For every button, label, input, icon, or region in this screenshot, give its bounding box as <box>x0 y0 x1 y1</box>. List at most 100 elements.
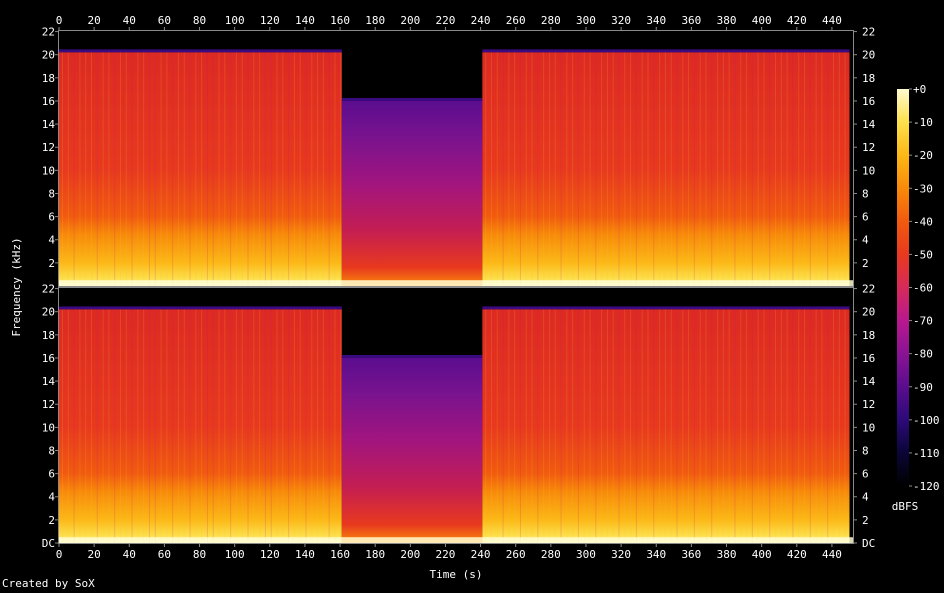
x-axis-label: Time (s) <box>430 568 483 581</box>
y-tick-label-left-ch1-5: 10 <box>42 164 55 177</box>
y-tick-label-left-ch2-1: 2 <box>48 514 55 527</box>
x-tick-label-top-5: 100 <box>225 14 245 27</box>
y-tick-label-left-ch2-6: 12 <box>42 398 55 411</box>
x-tick-label-top-20: 400 <box>752 14 772 27</box>
y-tick-label-right-ch1-8: 16 <box>862 95 875 108</box>
y-tick-label-right-ch2-5: 10 <box>862 421 875 434</box>
colorbar-gradient <box>897 89 909 486</box>
x-tick-label-bottom-14: 280 <box>541 548 561 561</box>
colorbar-tick-label-4: -40 <box>913 215 933 228</box>
colorbar-tick-label-12: -120 <box>913 480 940 493</box>
channel-1-dc-band <box>59 280 853 286</box>
colorbar-label: dBFS <box>892 500 919 513</box>
x-tick-label-bottom-5: 100 <box>225 548 245 561</box>
axes: 0 0 20 20 40 40 60 60 80 80 100 100 120 120 140 140 160 1… <box>10 14 876 581</box>
channel-2-segment-2-fringe <box>341 354 483 358</box>
x-tick-label-bottom-7: 140 <box>295 548 315 561</box>
channel-1-segment-1-fringe <box>59 49 342 53</box>
y-tick-label-right-ch2-9: 18 <box>862 329 875 342</box>
x-tick-label-top-16: 320 <box>611 14 631 27</box>
channel-1-segment-1 <box>59 52 342 286</box>
x-tick-label-top-8: 160 <box>330 14 350 27</box>
y-tick-label-left-ch2-0: DC <box>42 537 55 550</box>
y-tick-label-right-ch2-10: 20 <box>862 306 875 319</box>
y-tick-label-right-ch2-4: 8 <box>862 444 869 457</box>
y-tick-label-left-ch2-4: 8 <box>48 444 55 457</box>
x-tick-label-bottom-18: 360 <box>681 548 701 561</box>
y-tick-label-left-ch2-11: 22 <box>42 283 55 296</box>
y-tick-label-left-ch1-7: 14 <box>42 118 56 131</box>
colorbar-tick-label-8: -80 <box>913 348 933 361</box>
y-tick-label-right-ch1-3: 6 <box>862 211 869 224</box>
x-tick-label-bottom-20: 400 <box>752 548 772 561</box>
colorbar-tick-label-6: -60 <box>913 282 933 295</box>
x-tick-label-top-4: 80 <box>193 14 206 27</box>
y-tick-label-left-ch1-3: 6 <box>48 211 55 224</box>
colorbar-tick-label-10: -100 <box>913 414 940 427</box>
y-tick-label-right-ch2-1: 2 <box>862 514 869 527</box>
y-tick-label-left-ch1-6: 12 <box>42 141 55 154</box>
y-tick-label-left-ch1-1: 2 <box>48 257 55 270</box>
y-tick-label-left-ch1-8: 16 <box>42 95 55 108</box>
x-tick-label-top-15: 300 <box>576 14 596 27</box>
channel-2-frame <box>58 287 854 544</box>
channel-2-segment-3 <box>482 309 850 543</box>
y-tick-label-left-ch2-9: 18 <box>42 329 55 342</box>
x-tick-label-top-2: 40 <box>123 14 136 27</box>
x-tick-label-top-13: 260 <box>506 14 526 27</box>
x-tick-label-top-3: 60 <box>158 14 171 27</box>
y-tick-label-left-ch1-9: 18 <box>42 72 55 85</box>
x-tick-label-top-18: 360 <box>681 14 701 27</box>
channel-1-segment-2 <box>341 100 483 286</box>
x-tick-label-top-17: 340 <box>646 14 666 27</box>
x-tick-label-top-14: 280 <box>541 14 561 27</box>
y-tick-label-right-ch2-8: 16 <box>862 352 875 365</box>
y-tick-label-right-ch1-9: 18 <box>862 72 875 85</box>
x-tick-label-bottom-0: 0 <box>56 548 63 561</box>
x-tick-label-top-21: 420 <box>787 14 807 27</box>
colorbar-tick-label-2: -20 <box>913 149 933 162</box>
y-tick-label-right-ch2-2: 4 <box>862 491 869 504</box>
y-tick-label-right-ch1-11: 22 <box>862 26 875 39</box>
y-tick-label-right-ch2-6: 12 <box>862 398 875 411</box>
colorbar-tick-label-5: -50 <box>913 248 933 261</box>
y-tick-label-left-ch1-11: 22 <box>42 26 55 39</box>
colorbar-tick-label-1: -10 <box>913 116 933 129</box>
colorbar-tick-label-9: -90 <box>913 381 933 394</box>
y-tick-label-left-ch2-10: 20 <box>42 306 55 319</box>
x-tick-label-bottom-15: 300 <box>576 548 596 561</box>
plot-area <box>59 31 853 543</box>
y-tick-label-right-ch2-3: 6 <box>862 468 869 481</box>
x-tick-label-top-0: 0 <box>56 14 63 27</box>
y-tick-label-left-ch1-10: 20 <box>42 49 55 62</box>
x-tick-label-bottom-19: 380 <box>717 548 737 561</box>
x-tick-label-top-19: 380 <box>717 14 737 27</box>
x-tick-label-top-6: 120 <box>260 14 280 27</box>
sox-credit: Created by SoX <box>2 577 95 590</box>
x-tick-label-bottom-8: 160 <box>330 548 350 561</box>
x-tick-label-bottom-17: 340 <box>646 548 666 561</box>
channel-2-dc-band <box>59 537 853 543</box>
channel-2-segment-3-fringe <box>482 306 850 310</box>
colorbar-tick-label-7: -70 <box>913 315 933 328</box>
x-tick-label-bottom-6: 120 <box>260 548 280 561</box>
channel-1-segment-3 <box>482 52 850 286</box>
x-tick-label-top-1: 20 <box>88 14 101 27</box>
x-tick-label-bottom-11: 220 <box>436 548 456 561</box>
colorbar-tick-label-3: -30 <box>913 182 933 195</box>
x-tick-label-top-10: 200 <box>400 14 420 27</box>
channel-2-segment-2 <box>341 357 483 543</box>
x-tick-label-top-7: 140 <box>295 14 315 27</box>
y-tick-label-right-ch1-10: 20 <box>862 49 875 62</box>
x-tick-label-bottom-21: 420 <box>787 548 807 561</box>
x-tick-label-top-22: 440 <box>822 14 842 27</box>
y-tick-label-left-ch1-4: 8 <box>48 187 55 200</box>
x-tick-label-bottom-9: 180 <box>365 548 385 561</box>
y-tick-label-left-ch2-5: 10 <box>42 421 55 434</box>
channel-1-segment-3-fringe <box>482 49 850 53</box>
x-tick-label-bottom-16: 320 <box>611 548 631 561</box>
x-tick-label-bottom-12: 240 <box>471 548 491 561</box>
y-tick-label-left-ch2-2: 4 <box>48 491 55 504</box>
x-tick-label-bottom-22: 440 <box>822 548 842 561</box>
